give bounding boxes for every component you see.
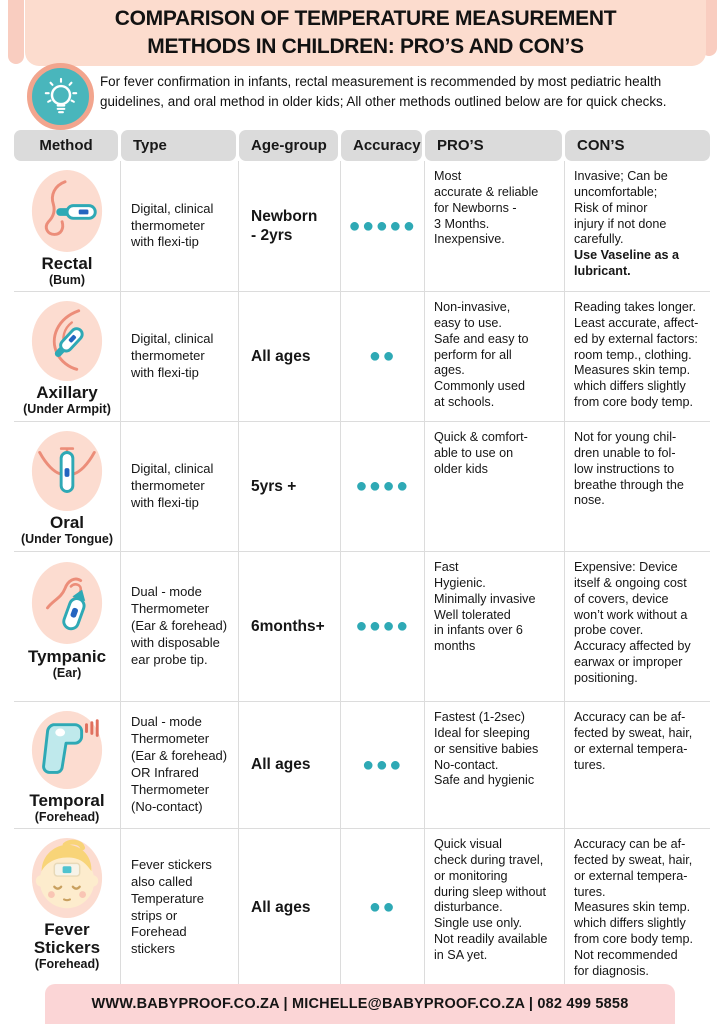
accuracy-dots: ●●	[368, 896, 397, 918]
axillary-icon	[28, 299, 106, 383]
age-group-cell: 5yrs +	[239, 422, 341, 552]
oral-icon	[28, 429, 106, 513]
column-header-accuracy: Accuracy	[341, 130, 425, 161]
fever-stickers-icon	[28, 836, 106, 920]
cons-cell: Expensive: Device itself & ongoing cost …	[565, 552, 710, 702]
method-subtitle: (Under Tongue)	[20, 531, 114, 546]
column-header-age-group: Age-group	[239, 130, 341, 161]
type-cell: Digital, clinical thermometer with flexi…	[121, 292, 239, 422]
accuracy-cell: ●●●●	[341, 552, 425, 702]
pros-cell: Most accurate & reliable for Newborns - …	[425, 161, 565, 292]
accuracy-dots: ●●●●	[355, 615, 410, 637]
age-group-cell: All ages	[239, 702, 341, 829]
age-group-cell: All ages	[239, 829, 341, 986]
accuracy-cell: ●●●●●	[341, 161, 425, 292]
table-row-temporal: Temporal (Forehead) Dual - mode Thermome…	[14, 702, 710, 829]
accuracy-dots: ●●●●	[355, 475, 410, 497]
cons-cell: Invasive; Can be uncomfortable; Risk of …	[565, 161, 710, 292]
intro-text: For fever confirmation in infants, recta…	[100, 74, 667, 110]
tympanic-icon	[28, 559, 106, 647]
type-cell: Digital, clinical thermometer with flexi…	[121, 422, 239, 552]
title-banner: COMPARISON OF TEMPERATURE MEASUREMENT ME…	[25, 0, 706, 66]
age-group-cell: 6months+	[239, 552, 341, 702]
accuracy-cell: ●●	[341, 292, 425, 422]
method-subtitle: (Bum)	[48, 272, 86, 287]
rectal-icon	[28, 168, 106, 254]
pros-cell: Fast Hygienic. Minimally invasive Well t…	[425, 552, 565, 702]
footer-contact-text: WWW.BABYPROOF.CO.ZA | MICHELLE@BABYPROOF…	[91, 996, 629, 1012]
comparison-table: Method Type Age-group Accuracy PRO’S CON…	[14, 130, 710, 986]
method-cell: Axillary (Under Armpit)	[14, 292, 121, 422]
method-cell: Temporal (Forehead)	[14, 702, 121, 829]
method-cell: Tympanic (Ear)	[14, 552, 121, 702]
type-cell: Fever stickers also called Temperature s…	[121, 829, 239, 986]
method-subtitle: (Forehead)	[34, 956, 100, 971]
column-header-cons: CON’S	[565, 130, 710, 161]
accuracy-dots: ●●●	[362, 753, 403, 776]
method-cell: Oral (Under Tongue)	[14, 422, 121, 552]
table-header-row: Method Type Age-group Accuracy PRO’S CON…	[14, 130, 710, 161]
method-subtitle: (Forehead)	[34, 809, 100, 824]
method-name: Axillary	[36, 383, 98, 402]
table-row-tympanic: Tympanic (Ear) Dual - mode Thermometer (…	[14, 552, 710, 702]
accuracy-cell: ●●●	[341, 702, 425, 829]
age-group-cell: All ages	[239, 292, 341, 422]
page-title: COMPARISON OF TEMPERATURE MEASUREMENT ME…	[114, 6, 617, 58]
accuracy-dots: ●●	[368, 345, 397, 367]
age-group-cell: Newborn - 2yrs	[239, 161, 341, 292]
cons-bold-text: Use Vaseline as a lubricant.	[574, 248, 680, 279]
left-accent-strip	[8, 0, 24, 64]
method-name: Fever Stickers	[33, 920, 101, 957]
table-row-fever-stickers: Fever Stickers (Forehead) Fever stickers…	[14, 829, 710, 986]
cons-cell: Reading takes longer. Least accurate, af…	[565, 292, 710, 422]
contact-footer: WWW.BABYPROOF.CO.ZA | MICHELLE@BABYPROOF…	[45, 984, 675, 1024]
pros-cell: Quick & comfort- able to use on older ki…	[425, 422, 565, 552]
temporal-icon	[28, 709, 106, 791]
method-subtitle: (Under Armpit)	[23, 401, 111, 416]
lightbulb-icon	[27, 63, 94, 130]
method-name: Tympanic	[27, 647, 107, 666]
type-cell: Dual - mode Thermometer (Ear & forehead)…	[121, 552, 239, 702]
column-header-pros: PRO’S	[425, 130, 565, 161]
accuracy-cell: ●●●●	[341, 422, 425, 552]
accuracy-cell: ●●	[341, 829, 425, 986]
table-row-rectal: Rectal (Bum) Digital, clinical thermomet…	[14, 161, 710, 292]
method-subtitle: (Ear)	[52, 665, 82, 680]
cons-cell: Not for young chil- dren unable to fol- …	[565, 422, 710, 552]
pros-cell: Non-invasive, easy to use. Safe and easy…	[425, 292, 565, 422]
pros-cell: Quick visual check during travel, or mon…	[425, 829, 565, 986]
type-cell: Dual - mode Thermometer (Ear & forehead)…	[121, 702, 239, 829]
table-row-oral: Oral (Under Tongue) Digital, clinical th…	[14, 422, 710, 552]
pros-cell: Fastest (1-2sec) Ideal for sleeping or s…	[425, 702, 565, 829]
cons-text: Invasive; Can be uncomfortable; Risk of …	[574, 169, 668, 247]
column-header-type: Type	[121, 130, 239, 161]
method-cell: Fever Stickers (Forehead)	[14, 829, 121, 986]
method-name: Rectal	[41, 254, 93, 273]
cons-cell: Accuracy can be af- fected by sweat, hai…	[574, 837, 693, 978]
table-row-axillary: Axillary (Under Armpit) Digital, clinica…	[14, 292, 710, 422]
method-name: Oral	[49, 513, 85, 532]
accuracy-dots: ●●●●●	[348, 214, 417, 237]
column-header-method: Method	[14, 130, 121, 161]
method-name: Temporal	[29, 791, 105, 810]
method-cell: Rectal (Bum)	[14, 161, 121, 292]
type-cell: Digital, clinical thermometer with flexi…	[121, 161, 239, 292]
cons-cell: Accuracy can be af- fected by sweat, hai…	[565, 702, 710, 829]
